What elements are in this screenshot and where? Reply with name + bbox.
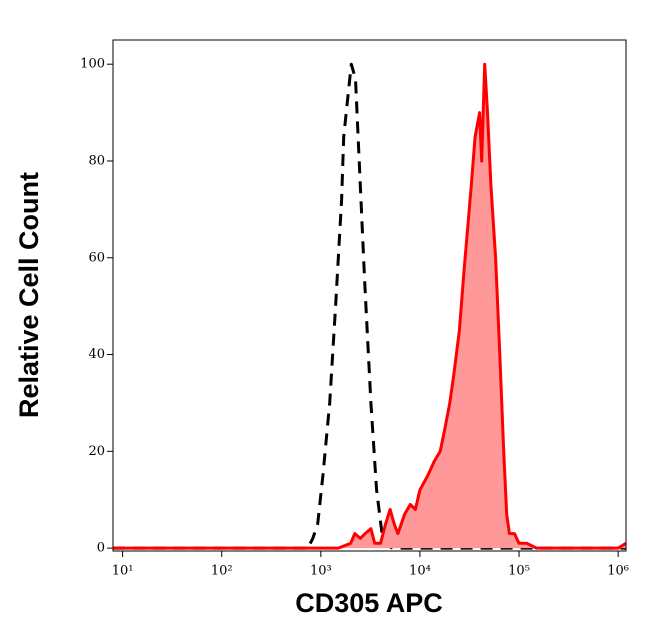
x-tick-label: 10¹: [112, 564, 134, 579]
y-tick-label: 80: [88, 153, 105, 168]
x-tick-label: 10⁶: [607, 564, 629, 579]
y-tick-label: 100: [80, 57, 105, 72]
x-tick-label: 10³: [310, 564, 332, 579]
area: [113, 64, 626, 549]
series-line: [113, 62, 626, 550]
y-axis-title: Relative Cell Count: [14, 172, 44, 418]
x-tick-label: 10⁴: [409, 564, 431, 579]
series-line: [113, 62, 627, 550]
y-tick-label: 20: [88, 444, 105, 459]
y-tick-label: 40: [88, 347, 105, 362]
y-tick-label: 0: [97, 541, 105, 556]
y-tick-label: 60: [88, 250, 105, 265]
x-tick-label: 10²: [211, 564, 233, 579]
x-axis-title: CD305 APC: [295, 588, 443, 618]
x-tick-label: 10⁵: [508, 564, 530, 579]
plot-frame: [112, 39, 627, 552]
